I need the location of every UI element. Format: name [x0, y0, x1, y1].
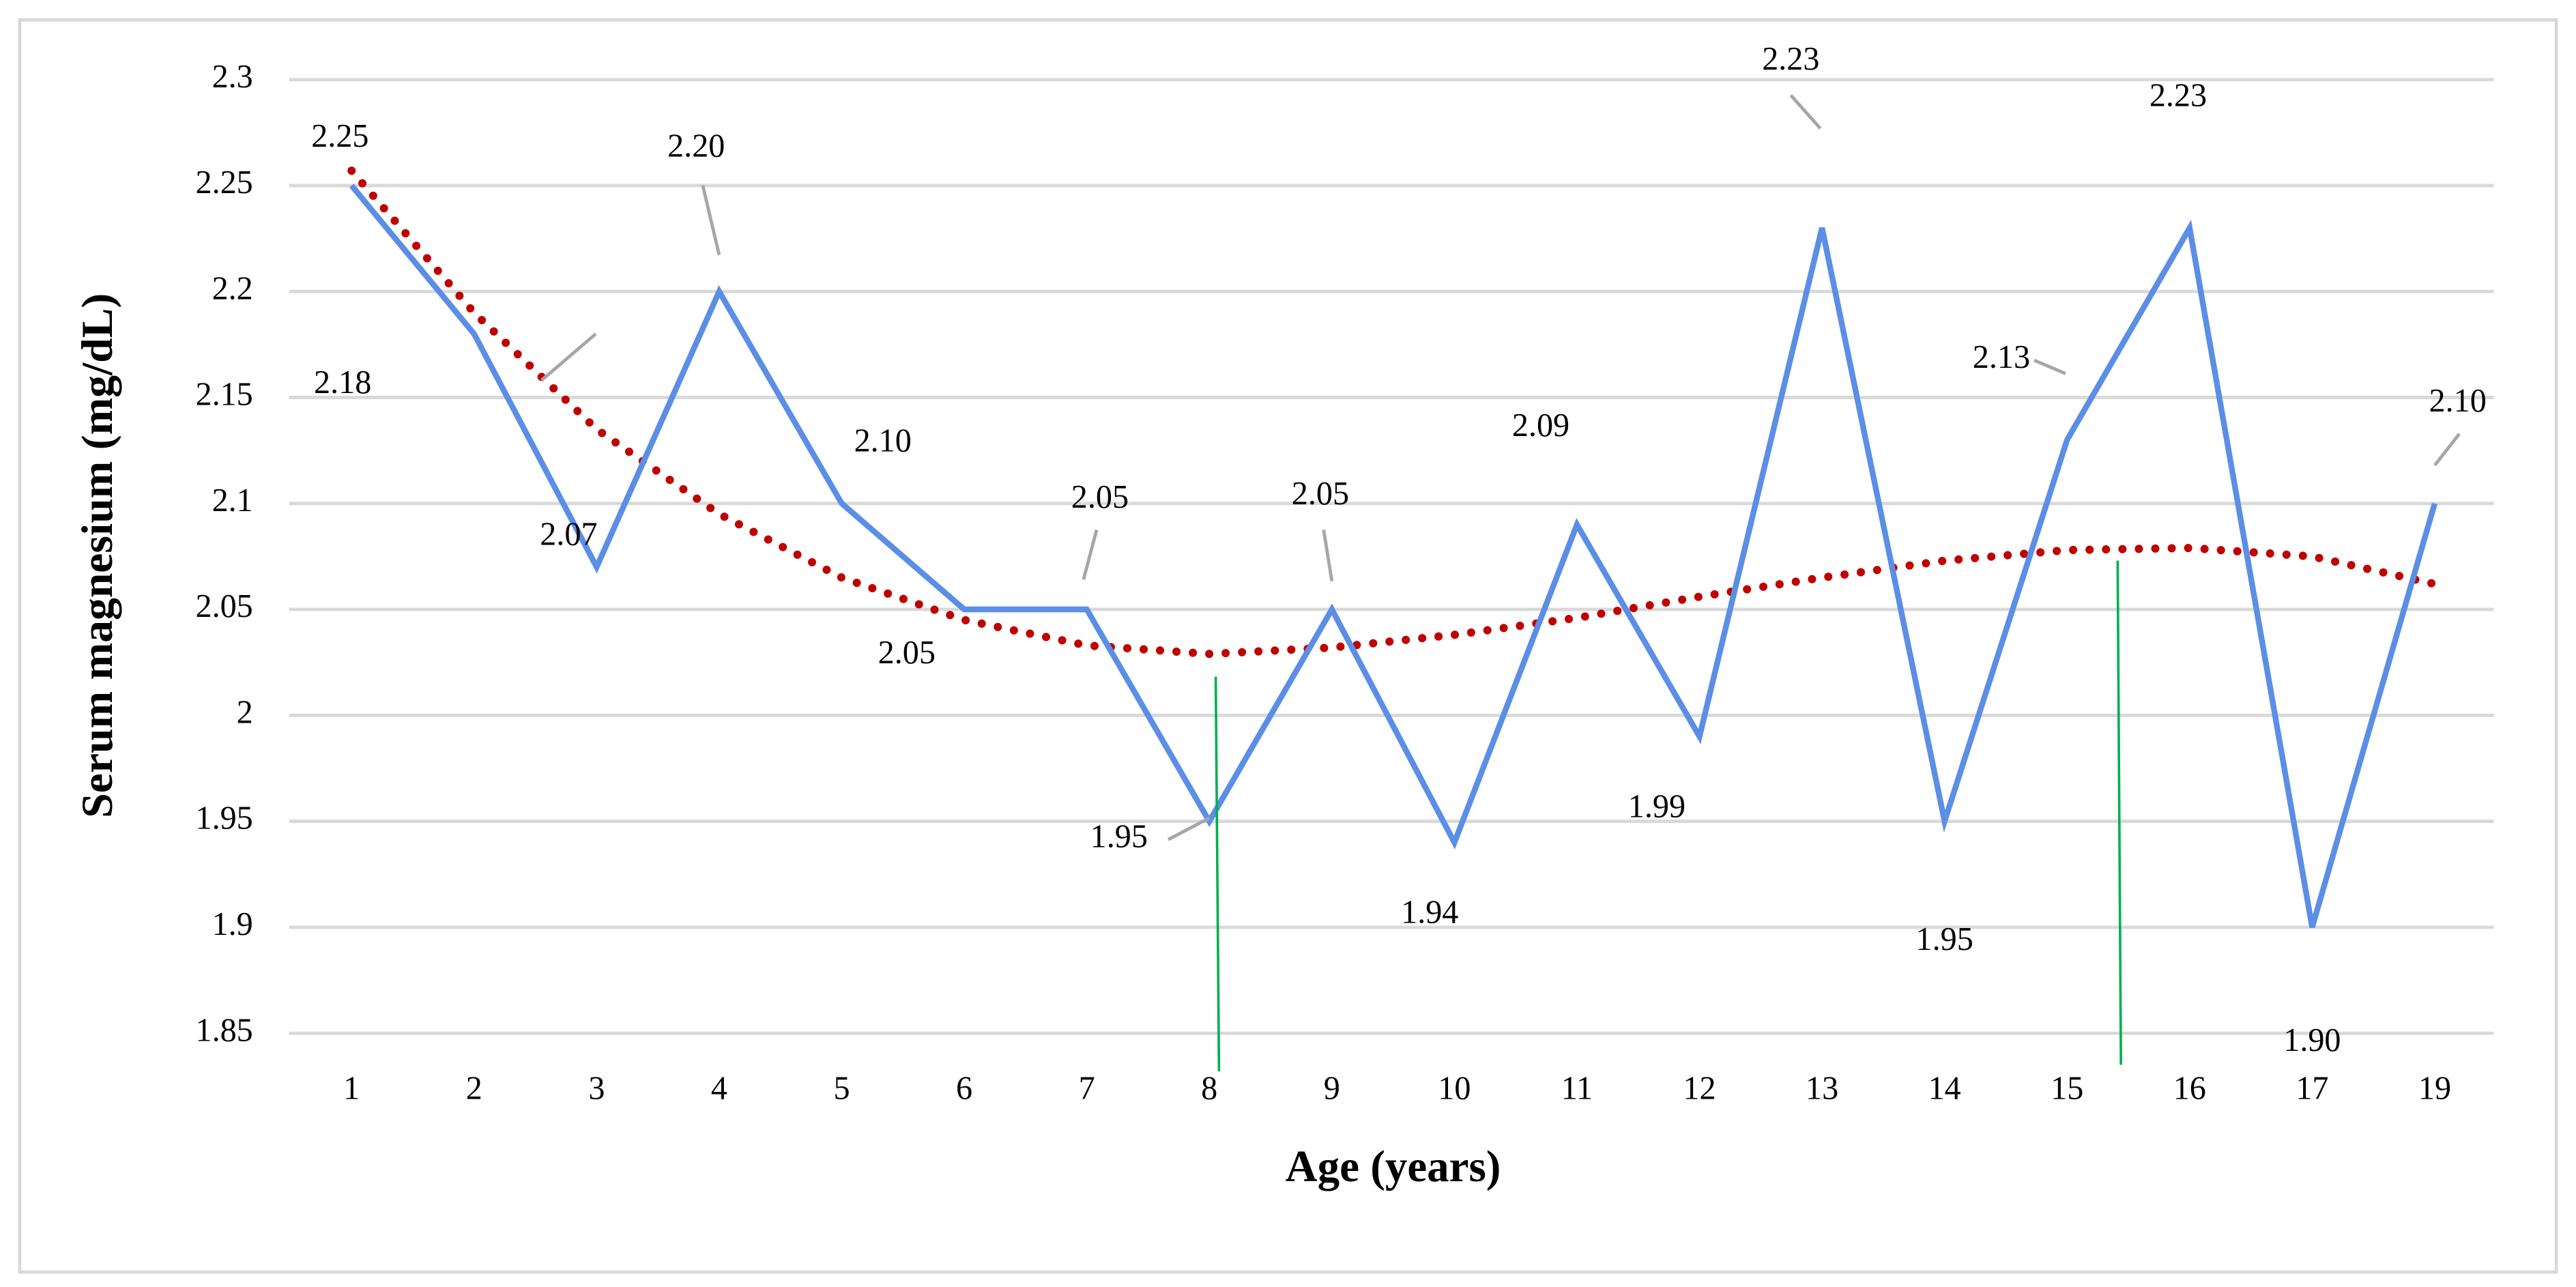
data-label: 2.23: [2150, 77, 2207, 113]
data-label: 2.09: [1512, 407, 1569, 444]
data-label: 2.07: [540, 516, 597, 552]
y-tick-label: 2.1: [212, 482, 253, 519]
label-leader: [2034, 358, 2066, 375]
data-label: 2.23: [1762, 41, 1819, 77]
x-tick-label: 12: [1683, 1070, 1716, 1106]
x-tick-label: 17: [2296, 1070, 2328, 1106]
x-tick-label: 1: [343, 1070, 360, 1106]
y-tick-label: 1.9: [212, 906, 253, 942]
y-tick-label: 2.2: [212, 270, 253, 306]
x-tick-label: 7: [1079, 1070, 1095, 1106]
x-tick-label: 11: [1561, 1070, 1593, 1106]
y-tick-label: 1.85: [196, 1012, 253, 1048]
label-leader: [1082, 529, 1099, 580]
data-label: 2.05: [1071, 479, 1129, 515]
data-label: 2.20: [667, 128, 725, 164]
data-label: 2.05: [1292, 476, 1349, 512]
x-tick-label: 6: [956, 1070, 972, 1106]
annotation-line: [1214, 676, 1221, 1072]
trend-line: [347, 167, 2439, 659]
y-tick-label: 2.05: [196, 588, 253, 624]
y-tick-label: 2: [237, 694, 253, 730]
label-leader: [1167, 816, 1211, 841]
data-label: 1.95: [1916, 921, 1973, 957]
x-tick-label: 2: [466, 1070, 482, 1106]
data-label: 2.18: [314, 364, 371, 401]
data-label: 2.05: [878, 635, 936, 671]
x-tick-label: 14: [1928, 1070, 1961, 1106]
data-label: 1.99: [1628, 788, 1685, 824]
x-tick-label: 10: [1438, 1070, 1471, 1106]
x-tick-label: 13: [1806, 1070, 1838, 1106]
y-axis-title: Serum magnesium (mg/dL): [73, 293, 122, 818]
data-label: 1.95: [1090, 818, 1148, 854]
y-tick-label: 2.15: [196, 376, 253, 412]
chart-frame: [18, 18, 2558, 1274]
annotation-line: [2116, 560, 2122, 1065]
label-leader: [2433, 433, 2461, 467]
data-label: 2.10: [2429, 383, 2487, 419]
data-label: 1.94: [1401, 895, 1458, 931]
x-tick-label: 4: [711, 1070, 727, 1106]
x-tick-label: 15: [2051, 1070, 2083, 1106]
x-tick-label: 3: [588, 1070, 605, 1106]
x-tick-label: 16: [2173, 1070, 2206, 1106]
x-tick-label: 9: [1324, 1070, 1340, 1106]
label-leader: [701, 185, 721, 256]
data-line: [349, 184, 2437, 929]
label-leader: [1789, 93, 1822, 130]
y-tick-label: 1.95: [196, 800, 253, 837]
x-tick-label: 5: [833, 1070, 850, 1106]
data-label: 1.90: [2283, 1022, 2341, 1058]
x-tick-label: 19: [2418, 1070, 2451, 1106]
x-axis-title: Age (years): [1286, 1142, 1501, 1191]
label-leader: [540, 332, 597, 382]
data-label: 2.25: [311, 118, 368, 154]
data-label: 2.10: [854, 422, 912, 459]
x-tick-label: 8: [1201, 1070, 1217, 1106]
data-label: 2.13: [1973, 339, 2030, 375]
label-leader: [1322, 529, 1334, 582]
y-tick-label: 2.25: [196, 164, 253, 201]
y-tick-label: 2.3: [212, 59, 253, 95]
